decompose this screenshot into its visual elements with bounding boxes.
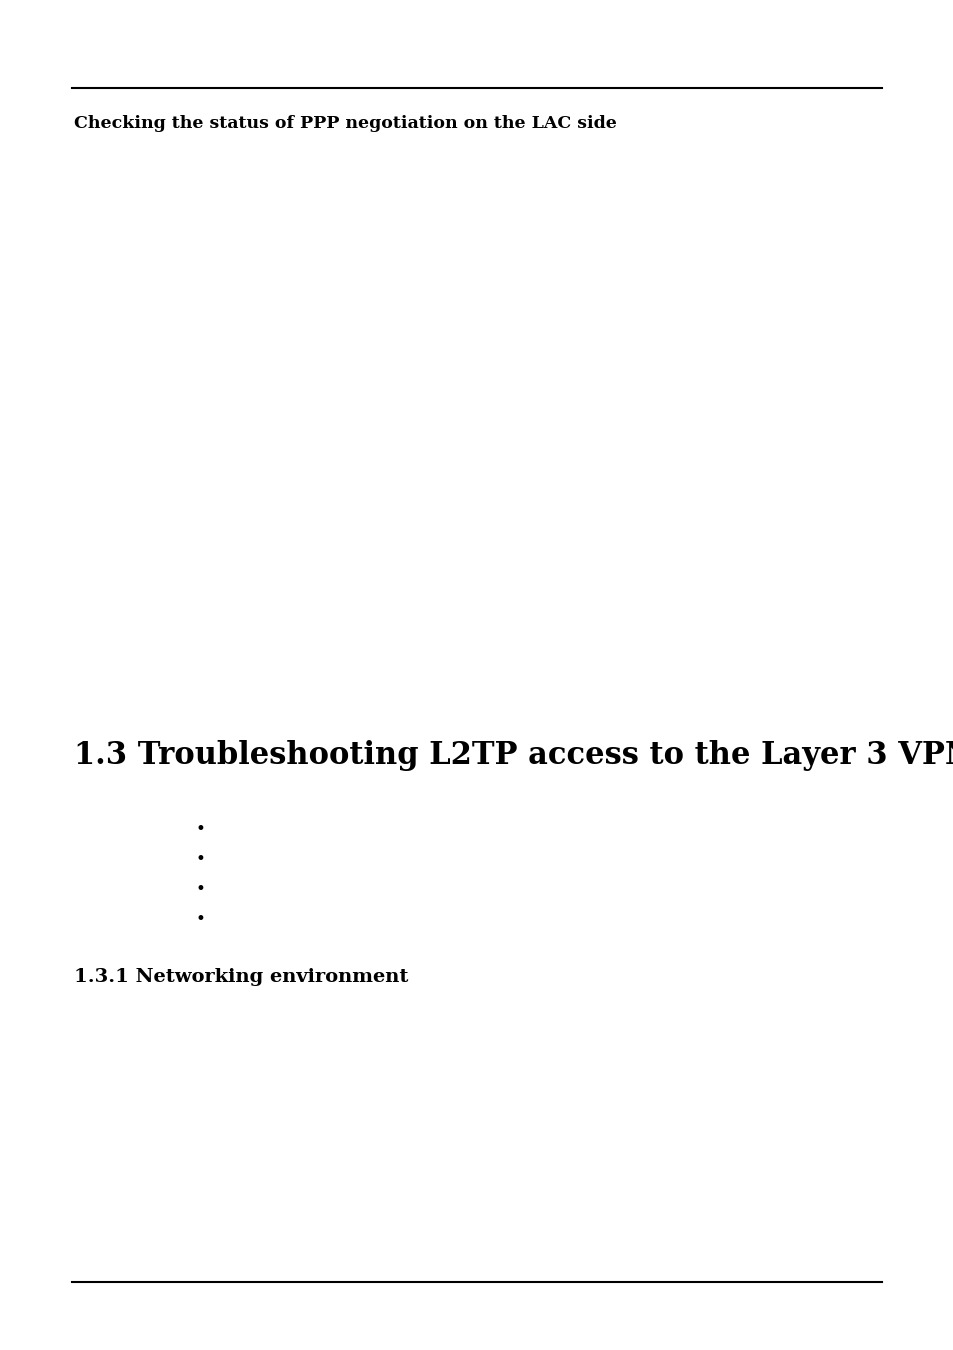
Text: •: •: [194, 911, 205, 929]
Text: •: •: [194, 882, 205, 899]
Text: •: •: [194, 852, 205, 868]
Text: 1.3 Troubleshooting L2TP access to the Layer 3 VPN: 1.3 Troubleshooting L2TP access to the L…: [74, 740, 953, 771]
Text: 1.3.1 Networking environment: 1.3.1 Networking environment: [74, 968, 408, 986]
Text: •: •: [194, 822, 205, 838]
Text: Checking the status of PPP negotiation on the LAC side: Checking the status of PPP negotiation o…: [74, 115, 617, 132]
